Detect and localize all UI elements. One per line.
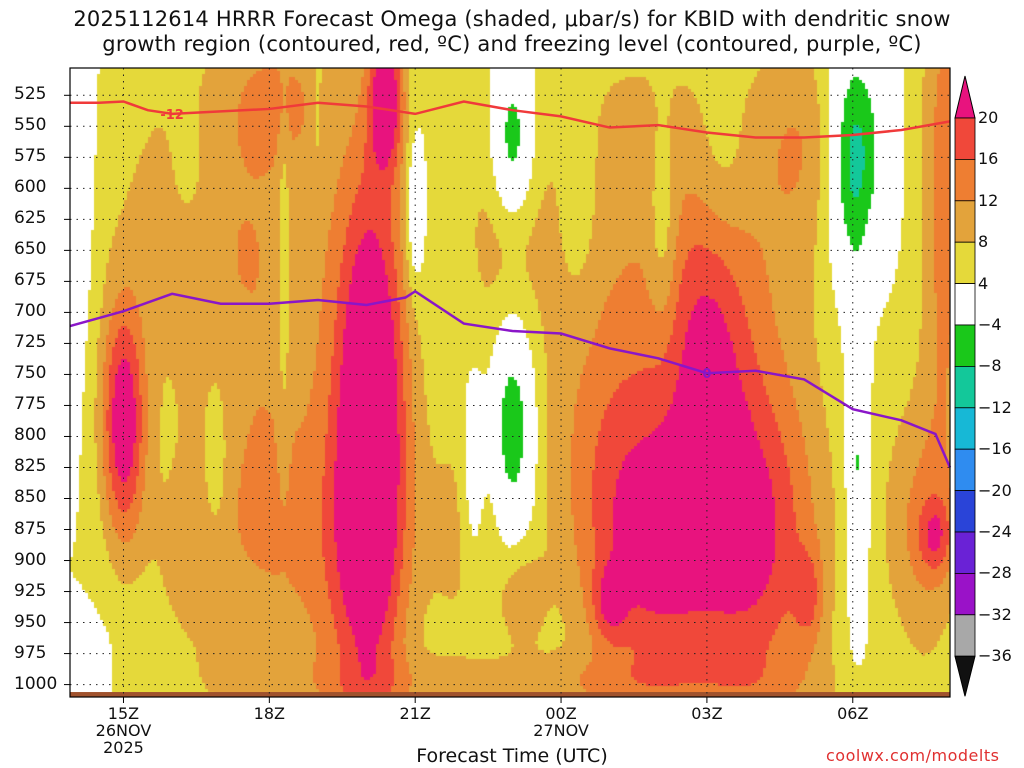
colorbar-cell-12 xyxy=(954,573,976,616)
colorbar-label-11: −28 xyxy=(978,563,1012,583)
freezing-level-contour xyxy=(69,289,952,468)
colorbar-label-9: −20 xyxy=(978,480,1012,500)
y-tick-label-900: 900 xyxy=(14,549,47,570)
y-tick-label-875: 875 xyxy=(14,518,47,539)
y-tick-label-825: 825 xyxy=(14,456,47,477)
colorbar-cell-7 xyxy=(954,365,976,409)
colorbar-cell-over xyxy=(954,75,976,119)
x-tick-label-21Z: 21Z xyxy=(375,705,455,722)
freezing-level-contour-label: 0 xyxy=(702,367,711,382)
y-tick-label-575: 575 xyxy=(14,146,47,167)
colorbar xyxy=(954,75,976,697)
colorbar-cell-6 xyxy=(954,324,976,367)
colorbar-cell-2 xyxy=(954,158,976,202)
colorbar-label-10: −24 xyxy=(978,522,1012,541)
colorbar-label-0: 20 xyxy=(978,108,999,127)
y-tick-label-650: 650 xyxy=(14,239,47,260)
x-tick-label-03Z: 03Z xyxy=(667,705,747,722)
colorbar-label-6: −8 xyxy=(978,356,1002,376)
colorbar-label-2: 12 xyxy=(978,190,999,210)
x-tick-label-06Z: 06Z xyxy=(813,705,893,722)
x-tick-time: 00Z xyxy=(545,704,577,723)
colorbar-label-13: −36 xyxy=(978,646,1012,666)
y-tick-label-600: 600 xyxy=(14,177,47,198)
y-tick-label-725: 725 xyxy=(14,332,47,353)
colorbar-cell-3 xyxy=(954,200,976,243)
dendritic-zone-contour xyxy=(70,100,951,139)
colorbar-cell-8 xyxy=(954,407,976,450)
y-tick-label-775: 775 xyxy=(14,394,47,415)
colorbar-cell-9 xyxy=(954,448,976,492)
colorbar-cell-10 xyxy=(954,490,976,533)
colorbar-label-1: 16 xyxy=(978,149,999,169)
colorbar-cell-1 xyxy=(954,117,976,160)
colorbar-label-4: 4 xyxy=(978,273,989,293)
x-tick-time: 15Z xyxy=(107,704,140,723)
y-tick-label-550: 550 xyxy=(14,115,47,136)
y-tick-label-750: 750 xyxy=(14,363,47,384)
y-tick-label-800: 800 xyxy=(14,425,47,446)
colorbar-cell-under xyxy=(954,655,976,697)
x-tick-date: 26NOV xyxy=(95,721,152,740)
y-tick-label-975: 975 xyxy=(14,642,47,663)
colorbar-label-3: 8 xyxy=(978,232,989,252)
y-tick-label-925: 925 xyxy=(14,580,47,601)
x-tick-time: 03Z xyxy=(691,704,723,723)
chart-title-line-1: 2025112614 HRRR Forecast Omega (shaded, … xyxy=(73,7,951,31)
colorbar-cell-11 xyxy=(954,531,976,574)
x-tick-label-15Z: 15Z 26NOV 2025 xyxy=(83,705,163,756)
y-tick-label-625: 625 xyxy=(14,208,47,229)
x-tick-time: 18Z xyxy=(253,704,285,723)
colorbar-cell-5 xyxy=(954,283,976,326)
colorbar-cell-4 xyxy=(954,241,976,284)
omega-shaded-field xyxy=(70,68,950,697)
ground-terrain xyxy=(70,692,950,697)
chart-title-line-2: growth region (contoured, red, ºC) and f… xyxy=(102,32,922,56)
y-tick-label-525: 525 xyxy=(14,84,47,105)
x-tick-year: 2025 xyxy=(103,738,144,757)
colorbar-label-7: −12 xyxy=(978,397,1012,417)
y-tick-label-850: 850 xyxy=(14,487,47,508)
y-tick-label-675: 675 xyxy=(14,270,47,291)
dendritic-zone-contour-label: -12 xyxy=(160,108,184,123)
credit-text: coolwx.com/modelts xyxy=(826,746,1000,765)
plot-frame xyxy=(69,67,951,698)
x-tick-label-00Z: 00Z 27NOV xyxy=(521,705,601,739)
x-axis-title: Forecast Time (UTC) xyxy=(416,745,608,767)
x-tick-label-18Z: 18Z xyxy=(229,705,309,722)
y-tick-label-1000: 1000 xyxy=(14,673,58,694)
x-tick-time: 21Z xyxy=(399,704,431,723)
colorbar-label-12: −32 xyxy=(978,604,1012,624)
y-tick-label-700: 700 xyxy=(14,301,47,322)
colorbar-label-5: −4 xyxy=(978,315,1002,334)
colorbar-cell-13 xyxy=(954,614,976,657)
x-tick-time: 06Z xyxy=(837,704,869,723)
x-tick-date: 27NOV xyxy=(533,721,589,740)
y-tick-label-950: 950 xyxy=(14,611,47,632)
grid-lines xyxy=(70,68,950,697)
colorbar-label-8: −16 xyxy=(978,439,1012,459)
